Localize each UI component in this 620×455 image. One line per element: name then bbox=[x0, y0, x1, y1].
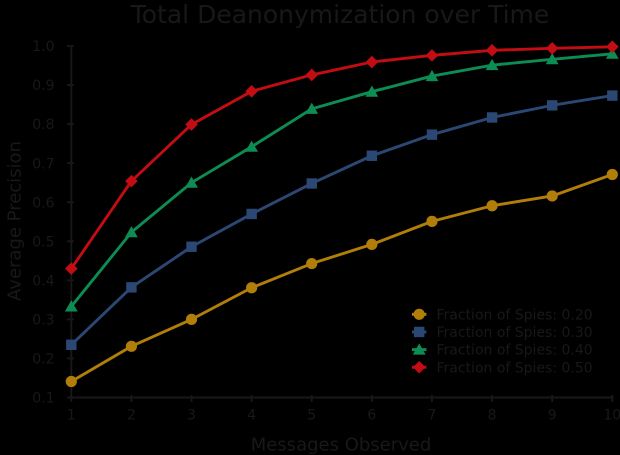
x-tick-label: 1 bbox=[67, 408, 76, 424]
legend-entry: Fraction of Spies: 0.30 bbox=[412, 325, 593, 341]
data-point-marker bbox=[186, 241, 197, 252]
data-point-marker bbox=[65, 375, 77, 388]
x-tick-label: 4 bbox=[247, 408, 256, 424]
data-point-marker bbox=[426, 129, 438, 140]
x-tick-label: 7 bbox=[428, 408, 437, 424]
data-point-marker bbox=[485, 43, 499, 57]
x-tick-label: 6 bbox=[367, 408, 376, 424]
series-layer bbox=[64, 40, 619, 388]
data-point-marker bbox=[365, 85, 379, 97]
data-point-marker bbox=[246, 208, 257, 220]
series-circle bbox=[65, 168, 618, 388]
series-line bbox=[69, 173, 614, 383]
y-tick-label: 0.6 bbox=[32, 195, 54, 211]
data-point-marker bbox=[606, 168, 618, 181]
data-point-marker bbox=[246, 282, 258, 294]
x-axis-label: Messages Observed bbox=[251, 435, 432, 455]
data-point-marker bbox=[366, 150, 378, 161]
series-diamond bbox=[65, 40, 619, 275]
x-tick-label: 8 bbox=[488, 408, 497, 424]
legend-label: Fraction of Spies: 0.20 bbox=[437, 307, 593, 323]
series-line bbox=[69, 94, 614, 347]
data-point-marker bbox=[366, 238, 378, 251]
x-tick-label: 10 bbox=[603, 408, 620, 424]
y-tick-label: 0.4 bbox=[32, 273, 54, 289]
y-tick-label: 1.0 bbox=[32, 39, 54, 55]
data-point-marker bbox=[546, 100, 558, 111]
y-tick-label: 0.8 bbox=[32, 117, 54, 133]
data-point-marker bbox=[65, 262, 78, 275]
data-point-marker bbox=[546, 190, 558, 202]
legend-marker-square bbox=[414, 326, 425, 338]
y-axis-label: Average Precision bbox=[5, 141, 26, 301]
data-point-marker bbox=[365, 55, 379, 69]
data-point-marker bbox=[426, 215, 438, 227]
data-point-marker bbox=[185, 176, 198, 188]
data-point-marker bbox=[305, 102, 319, 114]
series-square bbox=[66, 90, 618, 350]
legend-label: Fraction of Spies: 0.40 bbox=[437, 343, 593, 359]
data-point-marker bbox=[425, 49, 439, 62]
data-point-marker bbox=[486, 200, 498, 212]
data-point-marker bbox=[607, 90, 618, 101]
x-tick-label: 9 bbox=[548, 408, 557, 424]
x-tick-label: 2 bbox=[127, 408, 136, 424]
data-point-marker bbox=[305, 68, 319, 82]
data-point-marker bbox=[425, 69, 439, 82]
legend-marker-circle bbox=[413, 308, 425, 320]
series-line bbox=[69, 52, 614, 308]
y-tick-label: 0.3 bbox=[32, 312, 54, 328]
legend-marker-diamond bbox=[412, 360, 426, 374]
data-point-marker bbox=[245, 140, 259, 152]
legend-entry: Fraction of Spies: 0.50 bbox=[412, 360, 593, 376]
y-tick-label: 0.1 bbox=[32, 391, 54, 407]
legend-label: Fraction of Spies: 0.30 bbox=[437, 325, 593, 341]
series-line bbox=[69, 45, 614, 271]
x-tick-label: 5 bbox=[307, 408, 316, 424]
data-point-marker bbox=[545, 53, 559, 65]
legend-entry: Fraction of Spies: 0.20 bbox=[412, 307, 593, 323]
data-point-marker bbox=[64, 300, 78, 312]
data-point-marker bbox=[126, 282, 137, 293]
legend-entry: Fraction of Spies: 0.40 bbox=[412, 343, 593, 359]
y-tick-label: 0.9 bbox=[32, 78, 54, 94]
axes-layer: 1 2 3 4 5 6 7 8 9 10 0.1 0.2 0.3 0.4 0.5 0.6 0.7 0.8 0.9 1.… bbox=[32, 39, 620, 424]
y-tick-label: 0.2 bbox=[32, 352, 54, 368]
text-layer: Total Deanonymization over Time Messages… bbox=[5, 0, 550, 455]
legend-label: Fraction of Spies: 0.50 bbox=[437, 360, 593, 376]
legend-marker-triangle bbox=[412, 343, 426, 355]
data-point-marker bbox=[66, 339, 77, 350]
y-tick-label: 0.7 bbox=[32, 156, 54, 172]
chart-title: Total Deanonymization over Time bbox=[130, 0, 550, 29]
data-point-marker bbox=[306, 257, 318, 270]
legend-layer: Fraction of Spies: 0.20 Fraction of Spies… bbox=[412, 307, 593, 376]
data-point-marker bbox=[185, 118, 198, 131]
data-point-marker bbox=[185, 313, 198, 325]
data-point-marker bbox=[245, 85, 258, 98]
data-point-marker bbox=[125, 226, 138, 238]
data-point-marker bbox=[125, 340, 138, 352]
x-tick-label: 3 bbox=[187, 408, 196, 424]
data-point-marker bbox=[125, 174, 138, 188]
y-tick-label: 0.5 bbox=[32, 234, 54, 250]
data-point-marker bbox=[606, 40, 619, 54]
series-triangle bbox=[64, 47, 619, 312]
data-point-marker bbox=[486, 112, 498, 123]
data-point-marker bbox=[485, 58, 499, 71]
data-point-marker bbox=[605, 47, 619, 59]
data-point-marker bbox=[545, 42, 559, 55]
data-point-marker bbox=[306, 178, 317, 189]
